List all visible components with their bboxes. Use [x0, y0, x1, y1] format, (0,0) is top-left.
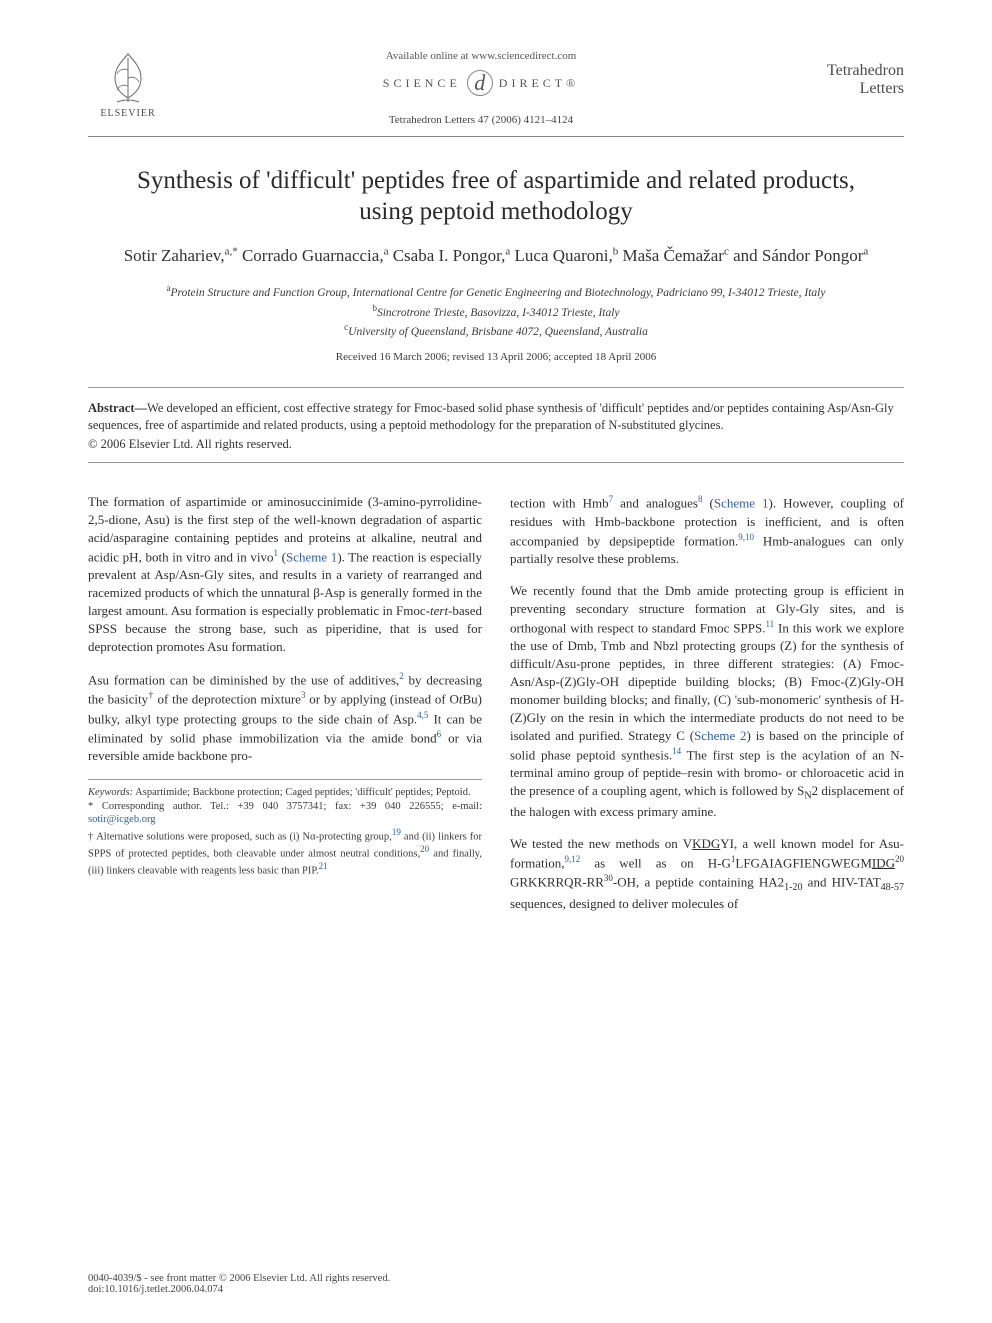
footer-line-1: 0040-4039/$ - see front matter © 2006 El… [88, 1273, 904, 1284]
sciencedirect-logo: SCIENCE d DIRECT® [168, 70, 794, 96]
left-para-1: The formation of aspartimide or aminosuc… [88, 493, 482, 656]
affiliation-c: cUniversity of Queensland, Brisbane 4072… [88, 321, 904, 341]
footer-line-2: doi:10.1016/j.tetlet.2006.04.074 [88, 1284, 904, 1295]
abstract-bottom-rule [88, 462, 904, 463]
left-column: The formation of aspartimide or aminosuc… [88, 493, 482, 927]
journal-name-line2: Letters [794, 80, 904, 98]
elsevier-tree-icon [101, 48, 155, 106]
abstract-label: Abstract— [88, 401, 147, 415]
right-para-3: We tested the new methods on VKDGYI, a w… [510, 835, 904, 913]
scheme-2-link[interactable]: Scheme 2 [694, 728, 746, 743]
page-footer: 0040-4039/$ - see front matter © 2006 El… [88, 1273, 904, 1295]
affiliation-a: aProtein Structure and Function Group, I… [88, 282, 904, 302]
left-para-2: Asu formation can be diminished by the u… [88, 670, 482, 765]
sciencedirect-left: SCIENCE [383, 76, 461, 91]
affiliation-b: bSincrotrone Trieste, Basovizza, I-34012… [88, 302, 904, 322]
article-title: Synthesis of 'difficult' peptides free o… [88, 165, 904, 228]
scheme-1-link[interactable]: Scheme 1 [286, 550, 337, 565]
right-column: tection with Hmb7 and analogues8 (Scheme… [510, 493, 904, 927]
abstract-text: We developed an efficient, cost effectiv… [88, 401, 894, 432]
journal-name-block: Tetrahedron Letters [794, 48, 904, 99]
right-para-2: We recently found that the Dmb amide pro… [510, 582, 904, 821]
journal-name-line1: Tetrahedron [794, 62, 904, 80]
publisher-label: ELSEVIER [100, 108, 155, 119]
available-online-line: Available online at www.sciencedirect.co… [168, 50, 794, 62]
abstract-top-rule [88, 387, 904, 388]
affiliations: aProtein Structure and Function Group, I… [88, 282, 904, 341]
footnotes-block: Keywords: Aspartimide; Backbone protecti… [88, 779, 482, 878]
right-para-1: tection with Hmb7 and analogues8 (Scheme… [510, 493, 904, 567]
journal-header: ELSEVIER Available online at www.science… [88, 48, 904, 130]
scheme-1-link-b[interactable]: Scheme 1 [714, 496, 769, 511]
citation-line: Tetrahedron Letters 47 (2006) 4121–4124 [168, 114, 794, 126]
header-rule [88, 136, 904, 137]
authors-line: Sotir Zahariev,a,* Corrado Guarnaccia,a … [88, 244, 904, 269]
abstract-block: Abstract—We developed an efficient, cost… [88, 400, 904, 434]
body-columns: The formation of aspartimide or aminosuc… [88, 493, 904, 927]
article-dates: Received 16 March 2006; revised 13 April… [88, 351, 904, 363]
keywords-footnote: Keywords: Aspartimide; Backbone protecti… [88, 786, 482, 800]
corr-email-link[interactable]: sotir@icgeb.org [88, 814, 156, 825]
publisher-logo-block: ELSEVIER [88, 48, 168, 119]
sciencedirect-at-icon: d [467, 70, 493, 96]
center-header: Available online at www.sciencedirect.co… [168, 48, 794, 130]
dagger-footnote: † Alternative solutions were proposed, s… [88, 827, 482, 878]
corresponding-author-footnote: * Corresponding author. Tel.: +39 040 37… [88, 800, 482, 827]
sciencedirect-right: DIRECT® [499, 76, 579, 91]
copyright-line: © 2006 Elsevier Ltd. All rights reserved… [88, 437, 904, 452]
